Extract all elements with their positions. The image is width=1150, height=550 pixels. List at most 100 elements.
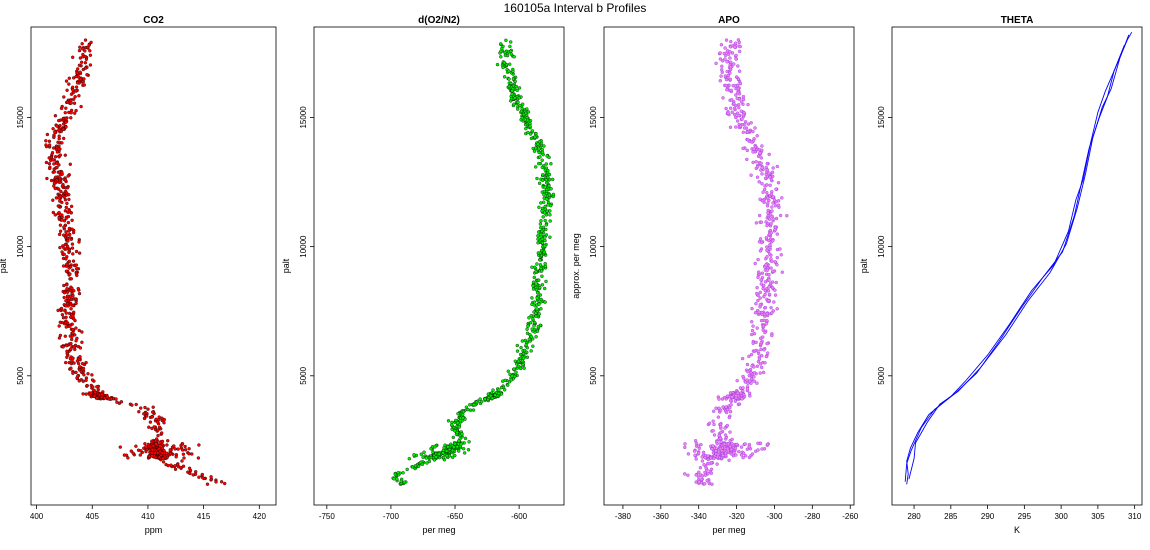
data-point <box>738 124 743 128</box>
x-tick-label: -320 <box>729 512 746 521</box>
data-point <box>534 165 538 169</box>
data-point <box>61 345 65 349</box>
data-point <box>451 435 455 440</box>
data-point <box>750 320 754 324</box>
data-point <box>516 364 521 368</box>
data-point <box>767 252 772 256</box>
data-point <box>78 70 82 74</box>
data-point <box>518 103 522 108</box>
data-point <box>56 147 61 151</box>
data-point <box>83 38 88 42</box>
data-point <box>730 441 734 446</box>
data-point <box>53 155 58 159</box>
data-point <box>724 38 729 42</box>
data-point <box>754 302 758 306</box>
data-point <box>520 106 524 111</box>
data-points <box>683 38 789 486</box>
data-point <box>468 408 473 412</box>
y-tick-label: 15000 <box>589 106 598 129</box>
data-point <box>79 104 83 109</box>
data-point <box>74 74 78 79</box>
data-point <box>780 196 784 200</box>
data-point <box>737 449 741 454</box>
data-point <box>83 61 88 65</box>
y-tick-label: 10000 <box>299 235 308 258</box>
data-point <box>105 395 110 399</box>
data-point <box>683 442 687 446</box>
data-point <box>416 464 421 468</box>
data-point <box>755 175 760 179</box>
data-point <box>187 452 191 456</box>
data-point <box>71 259 76 263</box>
data-point <box>547 155 551 160</box>
data-point <box>501 65 505 70</box>
data-point <box>183 448 188 452</box>
data-point <box>773 260 777 264</box>
data-point <box>767 278 771 282</box>
data-point <box>740 397 744 401</box>
data-point <box>88 49 92 53</box>
data-point <box>86 372 90 376</box>
data-point <box>769 177 774 182</box>
data-point <box>729 106 733 110</box>
data-point <box>62 233 66 237</box>
data-point <box>543 286 547 291</box>
data-point <box>71 331 75 335</box>
data-point <box>540 165 544 170</box>
data-point <box>467 440 471 444</box>
data-point <box>109 397 114 401</box>
data-point <box>539 232 543 237</box>
data-point <box>480 400 484 404</box>
data-point <box>82 83 86 87</box>
panel-title: CO2 <box>143 15 164 26</box>
data-point <box>531 344 535 348</box>
data-point <box>721 59 725 63</box>
data-point <box>739 109 743 113</box>
data-point <box>712 422 716 427</box>
data-point <box>745 362 750 367</box>
data-point <box>69 111 73 115</box>
data-point <box>79 369 83 374</box>
data-point <box>65 88 69 92</box>
data-point <box>730 98 734 102</box>
data-point <box>180 448 185 452</box>
data-point <box>505 53 510 58</box>
data-point <box>154 442 158 446</box>
data-point <box>181 464 186 468</box>
data-point <box>750 452 755 456</box>
data-point <box>526 110 531 114</box>
data-point <box>63 111 67 115</box>
data-point <box>729 39 733 44</box>
data-point <box>468 403 472 407</box>
data-point <box>534 269 538 274</box>
data-point <box>60 218 64 222</box>
data-point <box>542 250 546 254</box>
x-tick-label: 310 <box>1128 512 1142 521</box>
data-point <box>525 118 530 122</box>
data-point <box>74 267 79 271</box>
y-tick-label: 10000 <box>877 235 886 258</box>
data-point <box>746 122 751 126</box>
x-tick-label: -750 <box>319 512 336 521</box>
data-point <box>539 201 543 205</box>
data-point <box>758 197 762 201</box>
data-point <box>144 449 148 454</box>
data-point <box>533 265 537 269</box>
data-point <box>544 213 549 217</box>
data-point <box>732 451 736 455</box>
data-point <box>65 201 69 206</box>
data-point <box>151 405 155 409</box>
data-point <box>173 467 178 471</box>
data-point <box>776 199 781 203</box>
data-point <box>53 213 57 217</box>
data-point <box>785 214 789 218</box>
data-point <box>65 290 70 294</box>
data-point <box>729 60 733 64</box>
x-tick-label: 305 <box>1091 512 1105 521</box>
data-point <box>525 107 529 111</box>
x-tick-label: 405 <box>86 512 100 521</box>
data-point <box>83 49 87 53</box>
data-point <box>723 433 728 437</box>
data-point <box>437 452 441 456</box>
data-point <box>66 174 70 178</box>
